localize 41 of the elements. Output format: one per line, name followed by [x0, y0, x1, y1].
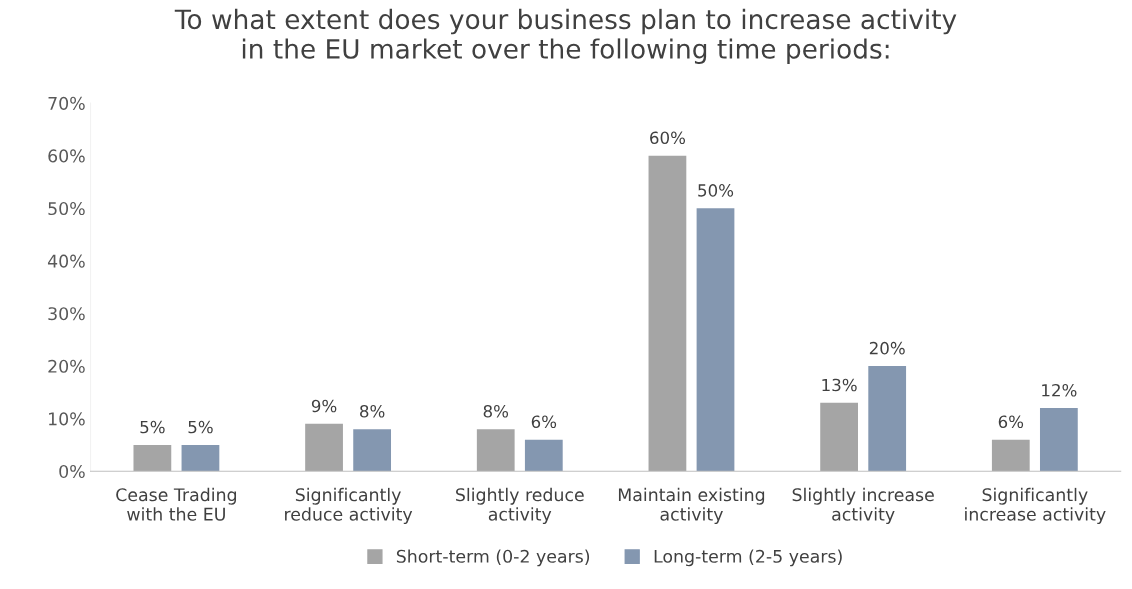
data-label: 8%	[483, 404, 509, 418]
bar	[305, 423, 343, 472]
data-label: 5%	[140, 420, 165, 434]
data-label: 13%	[822, 378, 857, 392]
x-tick-label: Slightly increase activity	[792, 487, 934, 525]
bar	[353, 429, 392, 472]
bar	[820, 402, 858, 472]
x-tick-label: Maintain existing activity	[618, 487, 765, 525]
x-tick-label: Slightly reduce activity	[456, 487, 584, 525]
x-tick-label: Cease Trading with the EU	[116, 487, 237, 521]
y-tick-label: 30%	[48, 307, 85, 321]
x-tick-label: Significantly increase activity	[965, 487, 1106, 525]
data-label: 20%	[869, 341, 905, 355]
data-label: 5%	[188, 420, 213, 434]
data-label: 60%	[650, 131, 686, 145]
data-label: 6%	[998, 415, 1024, 429]
data-label: 9%	[311, 399, 337, 413]
bar	[648, 155, 687, 472]
bar	[868, 366, 907, 472]
bar	[696, 208, 735, 472]
legend-label: Long-term (2-5 years)	[654, 549, 842, 567]
y-tick-label: 20%	[48, 359, 85, 373]
data-label: 8%	[360, 404, 385, 418]
y-tick-label: 60%	[48, 149, 85, 163]
chart-title: To what extent does your business plan to increase activity in the EU market over the following time periods:	[174, 8, 957, 64]
y-tick-label: 70%	[48, 96, 85, 110]
legend-label: Short-term (0-2 years)	[396, 549, 590, 567]
y-tick-label: 40%	[47, 254, 85, 268]
y-tick-label: 50%	[48, 201, 85, 216]
bar	[133, 444, 172, 472]
data-label: 50%	[698, 184, 734, 197]
x-tick-label: Significantly reduce activity	[285, 487, 413, 525]
bar	[181, 444, 220, 472]
y-tick-label: 10%	[49, 412, 85, 426]
bar	[524, 439, 563, 472]
data-label: 6%	[531, 415, 557, 429]
bar	[991, 439, 1030, 472]
data-label: 12%	[1042, 383, 1077, 397]
y-tick-label: 0%	[59, 464, 85, 479]
bar	[476, 429, 515, 472]
bar	[1039, 408, 1078, 472]
